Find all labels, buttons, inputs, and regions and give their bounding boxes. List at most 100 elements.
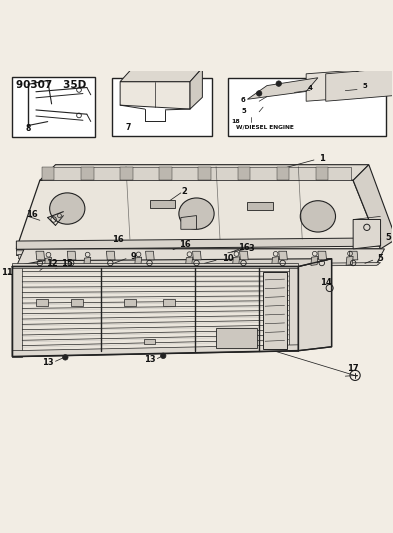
- Polygon shape: [20, 257, 379, 263]
- Polygon shape: [145, 251, 154, 260]
- Text: 16: 16: [26, 211, 38, 219]
- Circle shape: [354, 66, 360, 71]
- Bar: [248, 202, 273, 211]
- Polygon shape: [36, 251, 44, 260]
- Polygon shape: [135, 257, 141, 266]
- Bar: [71, 300, 83, 305]
- Polygon shape: [67, 251, 76, 260]
- Ellipse shape: [300, 201, 336, 232]
- Polygon shape: [20, 263, 380, 269]
- Circle shape: [160, 353, 166, 359]
- Polygon shape: [13, 263, 298, 269]
- Polygon shape: [18, 253, 380, 259]
- Polygon shape: [13, 345, 298, 357]
- Text: 5: 5: [241, 108, 246, 114]
- Polygon shape: [17, 249, 380, 255]
- Polygon shape: [42, 167, 351, 180]
- Text: 10: 10: [222, 254, 234, 263]
- Text: W/DIESEL ENGINE: W/DIESEL ENGINE: [236, 124, 294, 130]
- Polygon shape: [120, 82, 190, 109]
- Polygon shape: [288, 266, 298, 351]
- Polygon shape: [279, 251, 287, 260]
- Text: 7: 7: [125, 123, 130, 132]
- Polygon shape: [185, 257, 193, 266]
- Polygon shape: [326, 68, 393, 101]
- Bar: [316, 167, 329, 180]
- Text: 4: 4: [308, 85, 312, 91]
- Polygon shape: [13, 266, 298, 357]
- Text: 14: 14: [320, 278, 332, 287]
- Bar: [263, 272, 286, 349]
- Polygon shape: [346, 256, 353, 265]
- Polygon shape: [272, 256, 279, 265]
- Polygon shape: [84, 257, 91, 266]
- Bar: [163, 300, 175, 305]
- Ellipse shape: [50, 193, 85, 224]
- Polygon shape: [240, 251, 248, 260]
- Polygon shape: [298, 259, 332, 351]
- Bar: [149, 199, 175, 208]
- Text: 16: 16: [112, 235, 124, 244]
- Text: 11: 11: [1, 268, 13, 277]
- Polygon shape: [233, 257, 240, 266]
- Polygon shape: [353, 220, 380, 249]
- Polygon shape: [353, 165, 393, 249]
- Text: 12: 12: [46, 259, 57, 268]
- Text: 5: 5: [386, 232, 391, 241]
- Text: 3: 3: [248, 244, 254, 253]
- Polygon shape: [248, 78, 318, 99]
- Bar: [238, 167, 250, 180]
- Text: 17: 17: [347, 364, 359, 373]
- Bar: [112, 78, 212, 136]
- Polygon shape: [181, 215, 196, 229]
- Bar: [36, 300, 48, 305]
- Polygon shape: [107, 251, 115, 260]
- Ellipse shape: [179, 198, 214, 229]
- Bar: [277, 167, 289, 180]
- Text: 18: 18: [231, 119, 240, 124]
- Bar: [42, 167, 54, 180]
- Bar: [198, 167, 211, 180]
- Text: 9: 9: [131, 252, 137, 261]
- Polygon shape: [120, 68, 202, 82]
- Polygon shape: [17, 249, 380, 255]
- Polygon shape: [17, 238, 380, 249]
- Polygon shape: [193, 251, 201, 260]
- Bar: [120, 167, 133, 180]
- Polygon shape: [13, 266, 22, 357]
- Bar: [216, 328, 257, 348]
- Text: 1: 1: [319, 155, 325, 163]
- Text: 15: 15: [61, 259, 73, 268]
- Bar: [228, 78, 386, 136]
- Polygon shape: [44, 257, 51, 266]
- Polygon shape: [318, 251, 327, 260]
- Circle shape: [256, 91, 262, 96]
- Bar: [159, 167, 172, 180]
- Text: 13: 13: [42, 358, 53, 367]
- Circle shape: [62, 354, 68, 360]
- Polygon shape: [17, 180, 380, 249]
- Text: 8: 8: [26, 124, 31, 133]
- Polygon shape: [40, 165, 369, 180]
- Polygon shape: [353, 216, 380, 220]
- Text: 6: 6: [241, 97, 246, 103]
- Text: 16: 16: [179, 240, 191, 249]
- Polygon shape: [17, 249, 384, 266]
- Bar: [124, 300, 136, 305]
- Text: 2: 2: [182, 187, 188, 196]
- Text: 90307   35D: 90307 35D: [17, 80, 86, 91]
- Polygon shape: [311, 256, 318, 265]
- Text: 16: 16: [238, 243, 250, 252]
- Polygon shape: [13, 259, 332, 266]
- Text: 5: 5: [362, 83, 367, 90]
- Text: 13: 13: [144, 355, 155, 364]
- Bar: [143, 338, 155, 344]
- Polygon shape: [349, 251, 358, 260]
- Bar: [13, 77, 95, 138]
- Polygon shape: [190, 68, 202, 109]
- Text: 5: 5: [378, 254, 384, 263]
- Polygon shape: [306, 68, 384, 101]
- Circle shape: [276, 81, 281, 86]
- Polygon shape: [22, 261, 378, 266]
- Bar: [81, 167, 94, 180]
